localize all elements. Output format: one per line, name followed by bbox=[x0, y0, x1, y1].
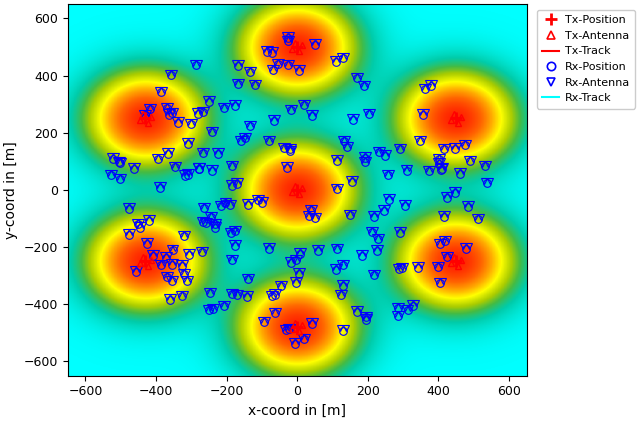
Y-axis label: y-coord in [m]: y-coord in [m] bbox=[4, 141, 18, 239]
X-axis label: x-coord in [m]: x-coord in [m] bbox=[248, 404, 346, 418]
Legend: Tx-Position, Tx-Antenna, Tx-Track, Rx-Position, Rx-Antenna, Rx-Track: Tx-Position, Tx-Antenna, Tx-Track, Rx-Po… bbox=[537, 10, 636, 108]
